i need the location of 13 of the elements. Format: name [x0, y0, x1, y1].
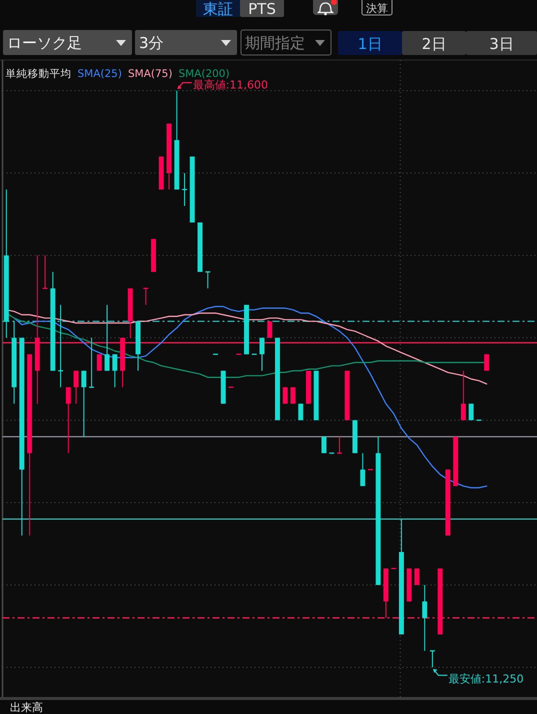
control: 期間指定	[240, 30, 332, 56]
control: 1日	[338, 31, 402, 55]
legend: 単純移動平均 SMA(25) SMA(75) SMA(200)	[6, 68, 230, 80]
control: 3日	[466, 31, 537, 55]
control: 決算	[362, 0, 392, 16]
control: 東証	[196, 0, 240, 18]
annotation: 最安値:11,250	[448, 672, 524, 686]
control: 2日	[402, 31, 466, 55]
control: PTS	[240, 0, 284, 18]
control: ローソク足	[3, 30, 132, 55]
panel-label: 出来高	[10, 701, 43, 714]
control: 3分	[135, 30, 237, 55]
annotation: 最高値:11,600	[192, 78, 268, 92]
